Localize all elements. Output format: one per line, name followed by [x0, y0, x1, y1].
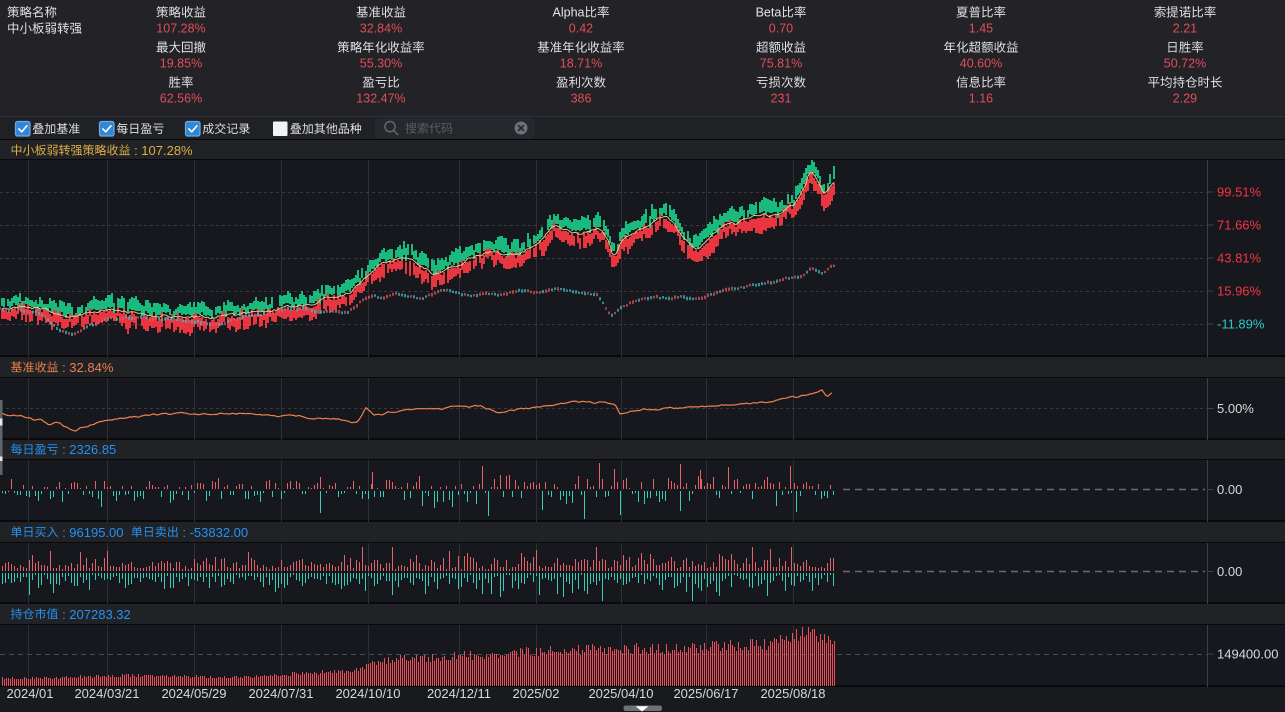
svg-text:149400.00: 149400.00	[1217, 647, 1278, 662]
svg-text:107.28%: 107.28%	[141, 143, 193, 158]
svg-text:207283.32: 207283.32	[69, 607, 130, 622]
svg-text:107.28%: 107.28%	[156, 21, 205, 35]
svg-text:99.51%: 99.51%	[1217, 185, 1262, 200]
svg-text:19.85%: 19.85%	[160, 56, 202, 70]
svg-text:32.84%: 32.84%	[360, 21, 402, 35]
svg-text:2025/06/17: 2025/06/17	[673, 686, 738, 701]
svg-text:50.72%: 50.72%	[1164, 56, 1206, 70]
svg-text:-53832.00: -53832.00	[190, 525, 249, 540]
svg-text::: :	[134, 143, 138, 158]
svg-text:2024/07/31: 2024/07/31	[248, 686, 313, 701]
svg-text::: :	[62, 360, 66, 375]
svg-text:2024/03/21: 2024/03/21	[74, 686, 139, 701]
svg-text:43.81%: 43.81%	[1217, 251, 1262, 266]
svg-text:Beta: Beta	[756, 6, 782, 20]
svg-text:1.45: 1.45	[969, 21, 993, 35]
svg-text:71.66%: 71.66%	[1217, 218, 1262, 233]
svg-text::: :	[62, 607, 66, 622]
svg-text:231: 231	[771, 92, 792, 106]
svg-text:55.30%: 55.30%	[360, 56, 402, 70]
svg-text:32.84%: 32.84%	[69, 360, 114, 375]
svg-text:Alpha: Alpha	[553, 6, 585, 20]
svg-text:2025/08/18: 2025/08/18	[760, 686, 825, 701]
svg-text:-11.89%: -11.89%	[1217, 317, 1265, 332]
svg-text:18.71%: 18.71%	[560, 56, 602, 70]
svg-text:15.96%: 15.96%	[1217, 284, 1262, 299]
svg-text:0.70: 0.70	[769, 21, 793, 35]
svg-text:96195.00: 96195.00	[69, 525, 123, 540]
svg-text:2.21: 2.21	[1173, 21, 1197, 35]
svg-text:2025/04/10: 2025/04/10	[588, 686, 653, 701]
svg-text:2024/05/29: 2024/05/29	[161, 686, 226, 701]
svg-text:75.81%: 75.81%	[760, 56, 802, 70]
svg-text:62.56%: 62.56%	[160, 92, 202, 106]
svg-text:2024/12/11: 2024/12/11	[427, 686, 491, 701]
svg-text:386: 386	[571, 92, 592, 106]
svg-text::: :	[62, 525, 66, 540]
svg-text:5.00%: 5.00%	[1217, 401, 1254, 416]
svg-text:0.00: 0.00	[1217, 564, 1242, 579]
svg-text:2.29: 2.29	[1173, 92, 1197, 106]
svg-text::: :	[182, 525, 186, 540]
svg-text:0.00: 0.00	[1217, 482, 1242, 497]
svg-text::: :	[62, 442, 66, 457]
svg-text:40.60%: 40.60%	[960, 56, 1002, 70]
svg-text:1.16: 1.16	[969, 92, 993, 106]
svg-text:0.42: 0.42	[569, 21, 593, 35]
svg-text:2326.85: 2326.85	[69, 442, 116, 457]
svg-text:132.47%: 132.47%	[356, 92, 405, 106]
svg-text:2025/02: 2025/02	[513, 686, 560, 701]
svg-text:2024/01: 2024/01	[7, 686, 54, 701]
svg-text:2024/10/10: 2024/10/10	[335, 686, 400, 701]
